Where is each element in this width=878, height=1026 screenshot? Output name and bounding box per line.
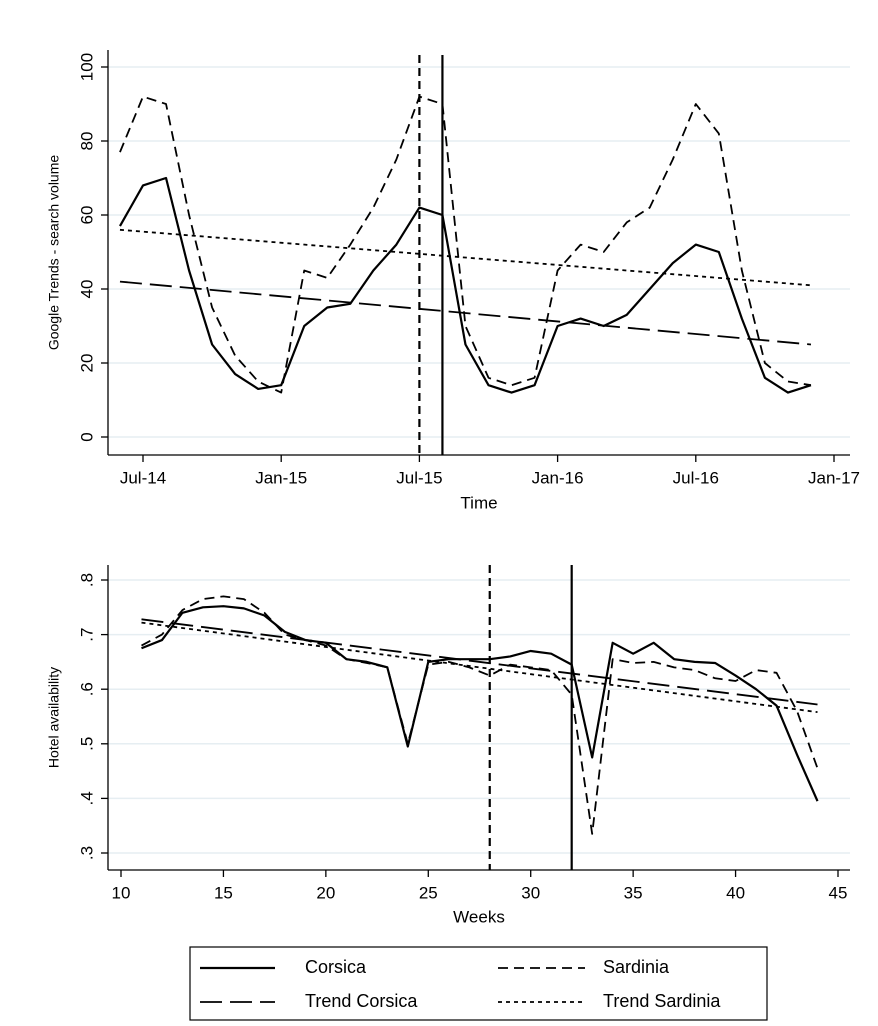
series-line — [119, 280, 812, 346]
x-axis-label: Weeks — [453, 907, 505, 926]
series-line — [141, 605, 819, 802]
x-tick-label: 45 — [829, 883, 848, 902]
x-tick-label: 30 — [521, 883, 540, 902]
y-tick-label: .8 — [77, 573, 96, 587]
y-tick-label: .7 — [77, 628, 96, 642]
series-line — [119, 176, 812, 394]
x-tick-label: Jan-17 — [808, 468, 860, 487]
x-tick-label: Jul-14 — [120, 468, 166, 487]
x-tick-label: Jan-16 — [532, 468, 584, 487]
x-tick-label: 15 — [214, 883, 233, 902]
y-tick-label: .5 — [77, 737, 96, 751]
x-tick-label: Jan-15 — [255, 468, 307, 487]
legend-label: Trend Corsica — [305, 991, 418, 1011]
y-tick-label: 100 — [77, 53, 96, 81]
y-tick-label: .4 — [77, 791, 96, 805]
x-tick-label: 20 — [316, 883, 335, 902]
y-axis-label: Hotel availability — [46, 667, 62, 768]
x-tick-label: 35 — [624, 883, 643, 902]
legend-box — [189, 946, 768, 1021]
x-tick-label: 10 — [112, 883, 131, 902]
y-tick-label: 80 — [77, 132, 96, 151]
legend-label: Sardinia — [603, 957, 670, 977]
y-tick-label: 40 — [77, 280, 96, 299]
series-line — [141, 621, 818, 714]
x-axis-label: Time — [460, 493, 497, 512]
x-tick-label: 40 — [726, 883, 745, 902]
x-tick-label: 25 — [419, 883, 438, 902]
x-tick-label: Jul-15 — [396, 468, 442, 487]
x-tick-label: Jul-16 — [673, 468, 719, 487]
series-line — [141, 595, 819, 835]
series-line — [141, 618, 818, 706]
y-tick-label: 60 — [77, 206, 96, 225]
y-tick-label: .3 — [77, 846, 96, 860]
y-tick-label: 20 — [77, 354, 96, 373]
series-line — [119, 95, 812, 394]
legend-label: Corsica — [305, 957, 367, 977]
series-line — [119, 228, 812, 287]
y-tick-label: 0 — [77, 432, 96, 441]
y-tick-label: .6 — [77, 682, 96, 696]
y-axis-label: Google Trends - search volume — [46, 155, 62, 351]
legend-label: Trend Sardinia — [603, 991, 721, 1011]
